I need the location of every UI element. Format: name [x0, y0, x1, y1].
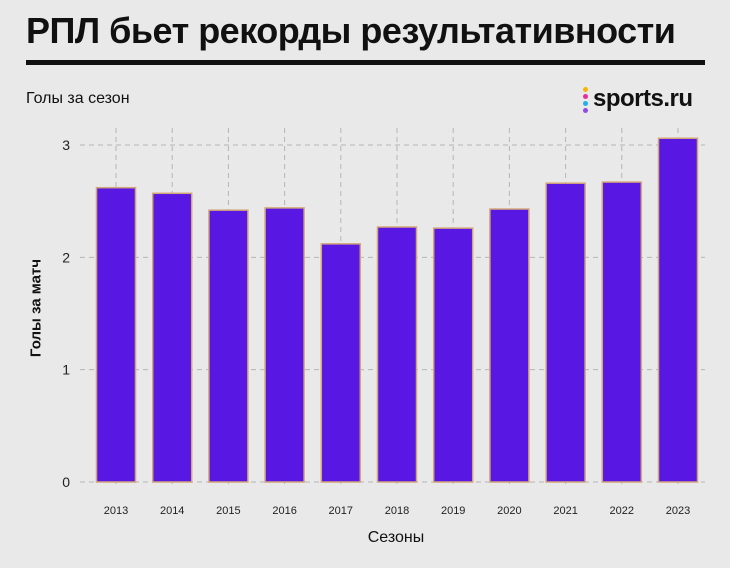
bar-2023	[657, 137, 699, 483]
logo-text: sports.ru	[593, 85, 693, 112]
sports-ru-logo: sports.ru	[582, 84, 693, 114]
bar-2018	[376, 226, 418, 483]
x-tick-label: 2020	[497, 505, 521, 517]
bar-2013	[95, 186, 137, 483]
logo-dots-icon	[582, 85, 590, 113]
bar-2022	[601, 181, 643, 483]
logo-dot	[583, 108, 588, 113]
y-tick-label: 3	[62, 137, 70, 153]
bar-2021	[545, 182, 586, 483]
x-tick-label: 2021	[553, 505, 577, 517]
bar-2015	[208, 209, 249, 483]
x-tick-label: 2017	[329, 505, 353, 517]
y-tick-label: 1	[62, 362, 70, 378]
y-axis-label: Голы за матч	[27, 258, 45, 358]
x-tick-label: 2015	[216, 505, 240, 517]
logo-dot	[583, 87, 588, 92]
y-tick-label: 2	[62, 249, 70, 265]
x-axis-label: Сезоны	[367, 529, 425, 546]
x-tick-label: 2018	[385, 505, 409, 517]
bar-2020	[489, 208, 530, 483]
x-tick-label: 2013	[104, 505, 128, 517]
y-tick-label: 0	[62, 474, 70, 490]
bar-2016	[264, 207, 305, 483]
bar-2019	[432, 227, 474, 483]
logo-dot	[583, 101, 588, 106]
labels-layer: 0 1 2 3 2013 2014 2015 2016 2017 2018 2019 2020 2021…	[62, 137, 690, 517]
x-tick-label: 2019	[441, 505, 465, 517]
x-tick-label: 2023	[666, 505, 690, 517]
logo-dot	[583, 94, 588, 99]
title-underline	[26, 60, 705, 65]
x-tick-label: 2016	[272, 505, 296, 517]
x-tick-label: 2022	[610, 505, 634, 517]
chart-subtitle: Голы за сезон	[26, 90, 130, 107]
x-tick-label: 2014	[160, 505, 184, 517]
bar-2017	[320, 243, 362, 483]
chart-title: РПЛ бьет рекорды результативности	[26, 10, 676, 51]
bar-2014	[151, 192, 193, 483]
bars-layer	[95, 137, 699, 483]
